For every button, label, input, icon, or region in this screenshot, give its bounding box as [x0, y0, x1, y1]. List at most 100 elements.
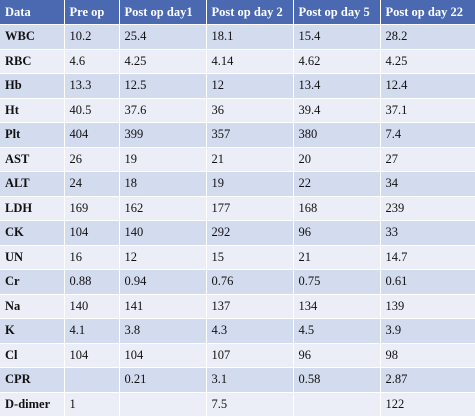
table-cell: 4.6 — [64, 49, 120, 74]
row-label: Na — [0, 294, 65, 319]
table-row: AST 26 19 21 20 27 — [0, 147, 475, 172]
table-cell: 4.14 — [206, 49, 294, 74]
table-cell: 20 — [293, 147, 381, 172]
table-cell: 25.4 — [119, 24, 207, 50]
table-row: K 4.1 3.8 4.3 4.5 3.9 — [0, 318, 475, 344]
table-row: Plt 404 399 357 380 7.4 — [0, 122, 475, 148]
table-cell — [293, 392, 381, 417]
table-row: D-dimer 1 7.5 122 — [0, 392, 475, 417]
table-cell: 34 — [380, 171, 475, 197]
table-cell: 33 — [380, 220, 475, 246]
table-cell: 140 — [119, 220, 207, 246]
table-cell: 27 — [380, 147, 475, 172]
table-cell: 0.21 — [119, 367, 207, 393]
table-cell: 104 — [64, 220, 120, 246]
table-cell: 4.1 — [64, 318, 120, 344]
table-cell: 4.25 — [380, 49, 475, 74]
table-cell: 0.58 — [293, 367, 381, 393]
table-cell: 12 — [206, 73, 294, 99]
table-cell — [119, 392, 207, 417]
table-cell: 357 — [206, 122, 294, 148]
table-cell: 10.2 — [64, 24, 120, 50]
table-cell: 26 — [64, 147, 120, 172]
table-cell: 3.9 — [380, 318, 475, 344]
table-row: RBC 4.6 4.25 4.14 4.62 4.25 — [0, 49, 475, 74]
post-op-day5-column-header: Post op day 5 — [293, 0, 381, 25]
table-cell: 16 — [64, 245, 120, 270]
table-cell: 13.3 — [64, 73, 120, 99]
table-cell: 21 — [293, 245, 381, 270]
table-cell: 137 — [206, 294, 294, 319]
table-cell: 22 — [293, 171, 381, 197]
table-cell: 12.5 — [119, 73, 207, 99]
post-op-day1-column-header: Post op day1 — [119, 0, 207, 25]
table-cell: 104 — [119, 343, 207, 368]
table-cell: 98 — [380, 343, 475, 368]
table-cell: 14.7 — [380, 245, 475, 270]
table-cell — [64, 367, 120, 393]
table-row: CPR 0.21 3.1 0.58 2.87 — [0, 367, 475, 393]
row-label: UN — [0, 245, 65, 270]
table-row: Cr 0.88 0.94 0.76 0.75 0.61 — [0, 269, 475, 295]
row-label: RBC — [0, 49, 65, 74]
table-row: ALT 24 18 19 22 34 — [0, 171, 475, 197]
table-row: Hb 13.3 12.5 12 13.4 12.4 — [0, 73, 475, 99]
table-cell: 12.4 — [380, 73, 475, 99]
table-row: UN 16 12 15 21 14.7 — [0, 245, 475, 270]
table-row: Ht 40.5 37.6 36 39.4 37.1 — [0, 98, 475, 123]
row-label: D-dimer — [0, 392, 65, 417]
table-cell: 177 — [206, 196, 294, 221]
table-cell: 40.5 — [64, 98, 120, 123]
table-cell: 15.4 — [293, 24, 381, 50]
table-cell: 169 — [64, 196, 120, 221]
table-cell: 4.62 — [293, 49, 381, 74]
table-cell: 2.87 — [380, 367, 475, 393]
table-cell: 96 — [293, 220, 381, 246]
row-label: Cl — [0, 343, 65, 368]
table-cell: 292 — [206, 220, 294, 246]
table-cell: 36 — [206, 98, 294, 123]
table-cell: 4.5 — [293, 318, 381, 344]
table-cell: 7.4 — [380, 122, 475, 148]
table-body: WBC 10.2 25.4 18.1 15.4 28.2 RBC 4.6 4.25 4.14 4.6… — [0, 24, 475, 417]
table-cell: 0.76 — [206, 269, 294, 295]
table-cell: 18 — [119, 171, 207, 197]
row-label: AST — [0, 147, 65, 172]
table-cell: 96 — [293, 343, 381, 368]
table-cell: 404 — [64, 122, 120, 148]
table-cell: 0.75 — [293, 269, 381, 295]
table-cell: 37.1 — [380, 98, 475, 123]
table-cell: 18.1 — [206, 24, 294, 50]
table-cell: 0.61 — [380, 269, 475, 295]
table-cell: 399 — [119, 122, 207, 148]
row-label: Plt — [0, 122, 65, 148]
table-cell: 140 — [64, 294, 120, 319]
table-cell: 21 — [206, 147, 294, 172]
table-cell: 162 — [119, 196, 207, 221]
table-row: CK 104 140 292 96 33 — [0, 220, 475, 246]
table-cell: 4.3 — [206, 318, 294, 344]
row-label: Hb — [0, 73, 65, 99]
post-op-day22-column-header: Post op day 22 — [380, 0, 475, 25]
table-cell: 12 — [119, 245, 207, 270]
table-cell: 13.4 — [293, 73, 381, 99]
table-cell: 15 — [206, 245, 294, 270]
table-cell: 24 — [64, 171, 120, 197]
row-label: Cr — [0, 269, 65, 295]
table-cell: 104 — [64, 343, 120, 368]
table-row: Cl 104 104 107 96 98 — [0, 343, 475, 368]
row-label: ALT — [0, 171, 65, 197]
table-cell: 0.88 — [64, 269, 120, 295]
table-cell: 4.25 — [119, 49, 207, 74]
header-row: Data Pre op Post op day1 Post op day 2 Post … — [0, 0, 475, 25]
row-label: WBC — [0, 24, 65, 50]
pre-op-column-header: Pre op — [64, 0, 120, 25]
post-op-day2-column-header: Post op day 2 — [206, 0, 294, 25]
table-cell: 0.94 — [119, 269, 207, 295]
table-row: LDH 169 162 177 168 239 — [0, 196, 475, 221]
table-cell: 39.4 — [293, 98, 381, 123]
table-cell: 168 — [293, 196, 381, 221]
row-label: Ht — [0, 98, 65, 123]
table-cell: 134 — [293, 294, 381, 319]
